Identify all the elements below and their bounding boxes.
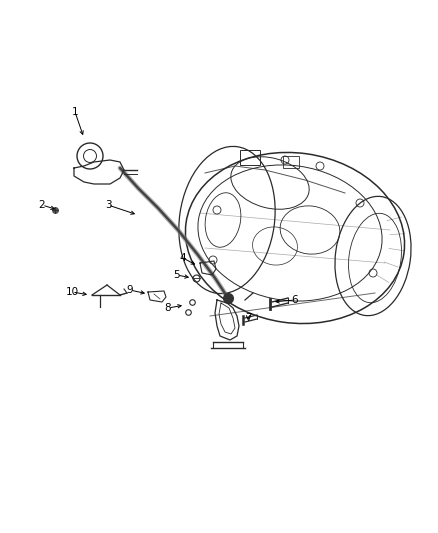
Text: 8: 8 xyxy=(165,303,171,313)
Text: 5: 5 xyxy=(174,270,180,280)
Text: 10: 10 xyxy=(65,287,78,297)
Text: 7: 7 xyxy=(245,313,251,323)
Text: 4: 4 xyxy=(180,253,186,263)
Text: 2: 2 xyxy=(39,200,45,210)
Text: 3: 3 xyxy=(105,200,111,210)
Text: 6: 6 xyxy=(292,295,298,305)
Text: 1: 1 xyxy=(72,107,78,117)
Text: 9: 9 xyxy=(127,285,133,295)
